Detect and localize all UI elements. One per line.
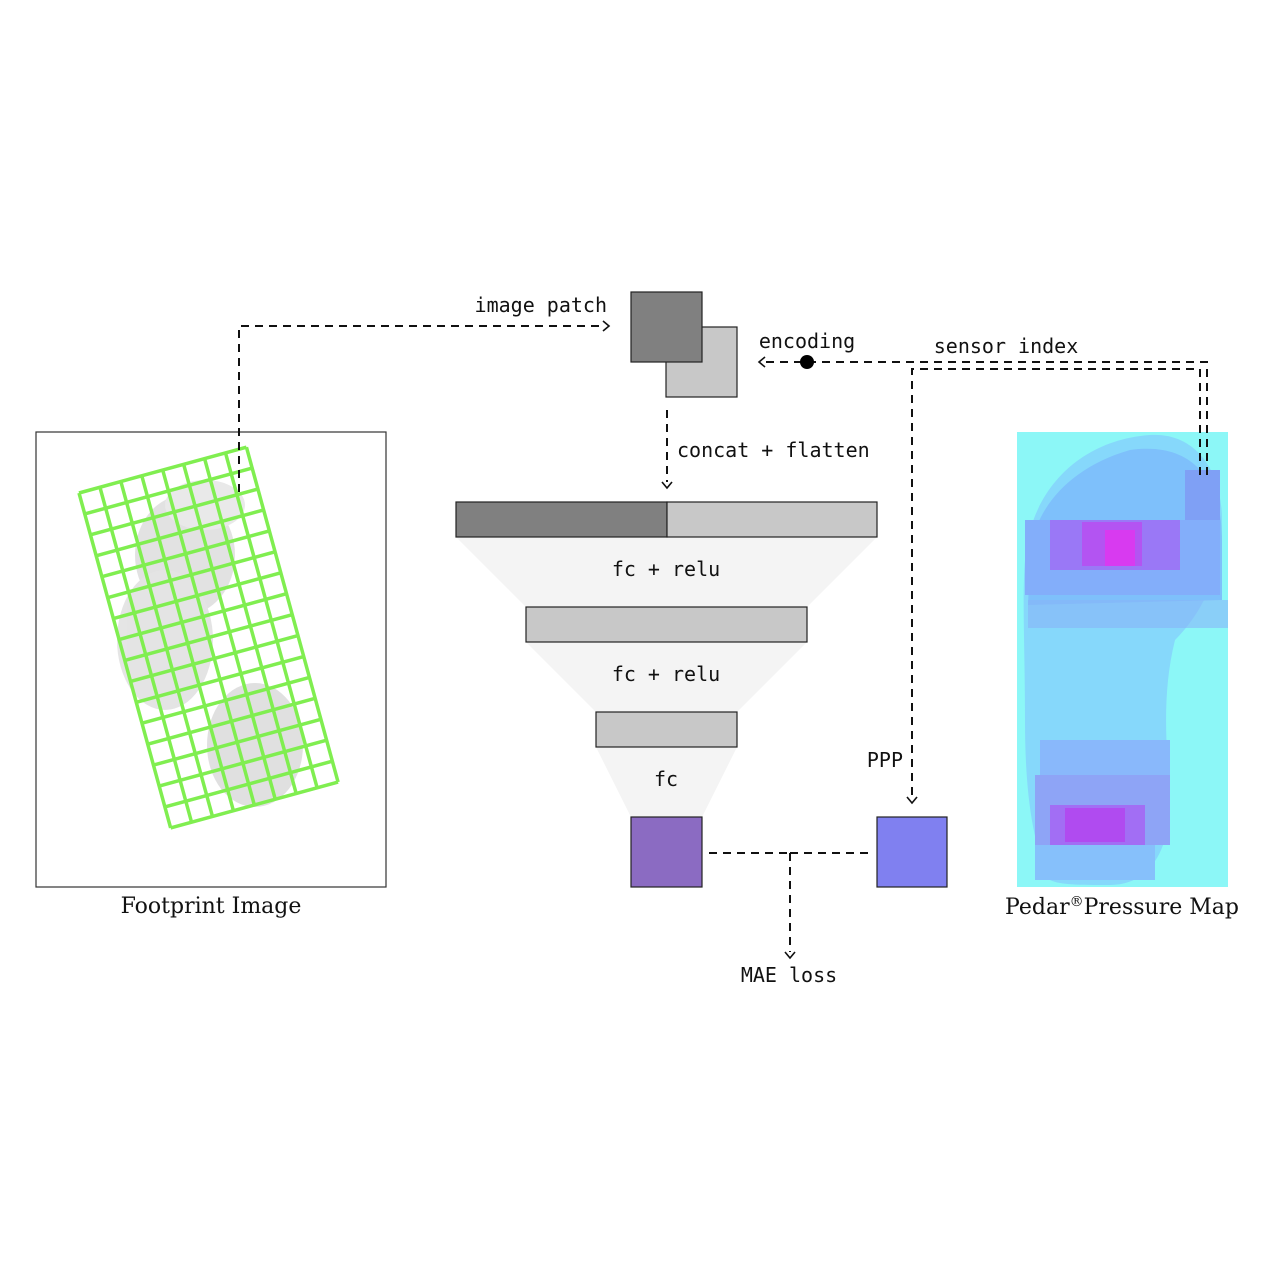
grid-row-line [95, 508, 265, 558]
pressure-foot-shape [1023, 434, 1228, 885]
sensor-index-connector-inner [911, 368, 1201, 797]
hidden-layer-2 [595, 711, 738, 748]
pressure-map-caption: Pedar®Pressure Map [1005, 894, 1239, 920]
fc-relu-label-2: fc + relu [612, 662, 720, 686]
image-patch-square [630, 291, 703, 363]
ppp-target-square [876, 816, 948, 888]
mae-loss-label: MAE loss [741, 963, 837, 987]
grid-row-line [135, 654, 305, 704]
ppp-label: PPP [867, 748, 903, 772]
concat-flatten-label: concat + flatten [677, 438, 870, 462]
footprint-caption: Footprint Image [121, 894, 302, 919]
hidden-layer-1 [525, 606, 808, 643]
fc-relu-label-1: fc + relu [612, 557, 720, 581]
pressure-map-caption-rest: Pressure Map [1084, 895, 1239, 920]
pressure-map-caption-brand: Pedar [1005, 895, 1070, 920]
patch-grid [77, 445, 340, 830]
grid-row-line [124, 612, 293, 663]
sensor-index-label: sensor index [934, 334, 1079, 358]
grid-row-line [78, 445, 247, 495]
sensor-index-connector-outer [766, 361, 1208, 475]
image-patch-connector [238, 325, 604, 492]
prediction-square [630, 816, 703, 888]
grid-row-line [101, 529, 270, 579]
encoding-arrowhead [757, 356, 766, 368]
grid-row-line [118, 592, 287, 642]
grid-row-line [158, 738, 328, 788]
grid-row-line [89, 487, 259, 537]
fc-label: fc [654, 767, 678, 791]
pressure-map-panel [1017, 432, 1228, 887]
grid-row-line [112, 571, 282, 621]
encoding-junction-dot [800, 355, 814, 369]
grid-row-line [164, 759, 333, 809]
grid-row-line [152, 717, 322, 767]
image-patch-label: image patch [475, 293, 607, 317]
grid-row-line [130, 633, 299, 684]
mae-loss-arrowhead [784, 951, 796, 960]
registered-mark: ® [1070, 894, 1084, 910]
grid-row-line [107, 550, 276, 600]
concat-bar-right [666, 501, 878, 538]
ppp-arrowhead [906, 796, 918, 805]
encoding-label: encoding [759, 329, 855, 353]
concat-bar-left [455, 501, 668, 538]
grid-row-line [147, 696, 316, 746]
grid-row-line [170, 780, 339, 830]
concat-arrowhead [661, 481, 673, 490]
image-patch-arrowhead [602, 320, 611, 332]
grid-row-line [141, 675, 310, 725]
footprint-panel [35, 431, 387, 888]
grid-row-line [84, 466, 253, 516]
